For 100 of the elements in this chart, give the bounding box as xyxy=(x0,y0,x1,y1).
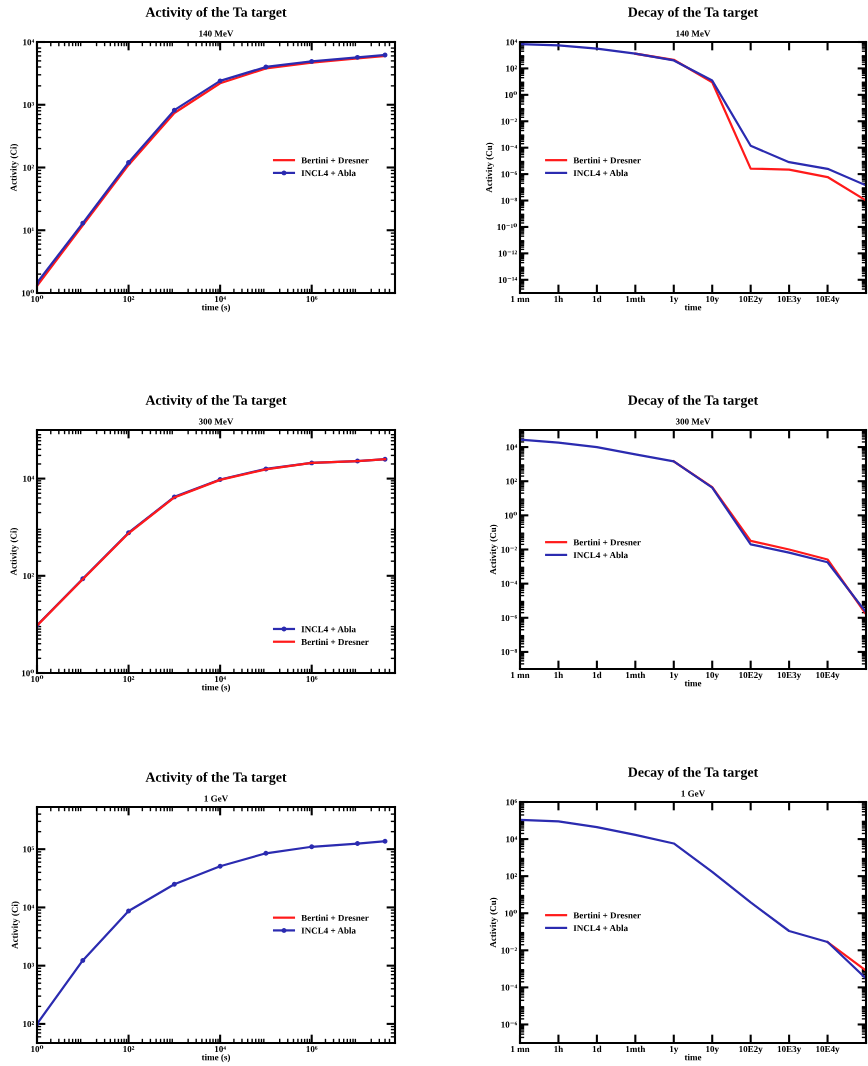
y-tick-label: 10⁻⁴ xyxy=(501,984,518,991)
y-tick-label: 10⁴ xyxy=(506,444,518,451)
y-axis-title: Activity (Cu) xyxy=(489,524,498,575)
y-tick-label: 10⁻¹⁴ xyxy=(498,276,518,284)
x-tick-label: 10⁴ xyxy=(214,296,226,303)
y-tick-label: 10² xyxy=(23,1021,35,1028)
legend-label: Bertini + Dresner xyxy=(573,539,641,546)
legend-label: INCL4 + Abla xyxy=(573,924,628,932)
x-tick-label: 10y xyxy=(706,296,719,304)
chart-title: Activity of the Ta target xyxy=(145,771,287,785)
y-tick-label: 10⁻² xyxy=(501,118,518,125)
y-tick-label: 10⁻⁶ xyxy=(501,1021,518,1028)
x-tick-label: 1d xyxy=(592,1045,602,1053)
chart-title: Activity of the Ta target xyxy=(145,394,287,408)
y-tick-label: 10⁰ xyxy=(21,289,34,297)
y-tick-label: 10⁻¹⁰ xyxy=(497,223,517,231)
x-tick-label: 10E4y xyxy=(816,672,840,680)
x-tick-label: 10E2y xyxy=(739,1046,763,1054)
y-tick-label: 10⁻⁸ xyxy=(501,649,518,656)
x-tick-label: 10y xyxy=(706,672,719,680)
x-tick-label: 10E2y xyxy=(739,672,763,680)
chart-title: Decay of the Ta target xyxy=(628,766,759,780)
y-tick-label: 10² xyxy=(23,164,35,171)
x-axis-title: time xyxy=(684,303,702,311)
x-tick-label: 1 mn xyxy=(511,672,530,679)
legend-label: INCL4 + Abla xyxy=(301,625,356,633)
x-tick-label: 1mth xyxy=(626,295,646,303)
y-tick-label: 10⁰ xyxy=(504,909,517,917)
x-tick-label: 1 mn xyxy=(511,296,530,303)
y-tick-label: 10⁵ xyxy=(23,846,35,853)
x-tick-label: 10² xyxy=(123,1046,135,1053)
y-tick-label: 10² xyxy=(506,478,518,485)
chart-title: Activity of the Ta target xyxy=(145,6,287,20)
y-tick-label: 10⁰ xyxy=(504,511,517,519)
x-tick-label: 10⁶ xyxy=(306,296,318,303)
y-tick-label: 10² xyxy=(506,65,518,72)
chart-title: Decay of the Ta target xyxy=(628,394,759,408)
y-tick-label: 10⁻⁶ xyxy=(501,171,518,178)
x-tick-label: 1d xyxy=(592,295,602,303)
chart-subtitle: 300 MeV xyxy=(198,418,234,425)
y-tick-label: 10⁰ xyxy=(504,91,517,99)
y-tick-label: 10⁶ xyxy=(506,799,518,806)
y-tick-label: 10² xyxy=(23,572,35,580)
y-tick-label: 10¹ xyxy=(23,227,34,234)
chart-subtitle: 140 MeV xyxy=(676,30,711,37)
legend-label: Bertini + Dresner xyxy=(301,638,369,645)
y-tick-label: 10⁻² xyxy=(501,947,518,954)
x-tick-label: 10⁶ xyxy=(306,676,318,683)
x-tick-label: 10⁴ xyxy=(214,1046,226,1053)
y-tick-label: 10⁻⁶ xyxy=(501,614,518,622)
y-tick-label: 10⁴ xyxy=(23,904,35,911)
x-tick-label: 10E3y xyxy=(777,296,802,304)
chart-subtitle: 1 GeV xyxy=(204,795,229,802)
x-tick-label: 10E3y xyxy=(777,1046,802,1054)
x-axis-title: time (s) xyxy=(201,683,231,693)
x-tick-label: 1mth xyxy=(626,671,646,679)
y-axis-title: Activity (Ci) xyxy=(10,527,19,576)
x-tick-label: 10⁰ xyxy=(31,1045,44,1053)
y-axis-title: Activity (Ci) xyxy=(11,901,20,949)
legend-label: INCL4 + Abla xyxy=(573,169,628,177)
x-tick-label: 10⁰ xyxy=(31,295,44,303)
legend-label: INCL4 + Abla xyxy=(301,927,356,934)
x-tick-label: 10² xyxy=(123,676,135,683)
y-axis-title: Activity (Cu) xyxy=(489,897,498,948)
x-tick-label: 10E3y xyxy=(777,672,802,680)
x-tick-label: 10y xyxy=(706,1046,719,1054)
x-tick-label: 10⁴ xyxy=(214,676,226,683)
x-tick-label: 10⁰ xyxy=(31,675,44,683)
x-tick-label: 1h xyxy=(554,1045,564,1053)
y-tick-label: 10³ xyxy=(23,101,35,108)
chart-subtitle: 140 MeV xyxy=(199,30,234,37)
y-tick-label: 10⁴ xyxy=(23,475,35,482)
x-tick-label: 10² xyxy=(123,296,135,303)
x-tick-label: 10E4y xyxy=(816,296,840,304)
chart-title: Decay of the Ta target xyxy=(628,6,759,20)
x-tick-label: 1y xyxy=(669,1046,679,1054)
x-tick-label: 1y xyxy=(669,296,679,304)
x-tick-label: 10E2y xyxy=(739,296,763,304)
x-tick-label: 1 mn xyxy=(511,1046,530,1053)
legend-label: Bertini + Dresner xyxy=(301,914,369,921)
legend-label: INCL4 + Abla xyxy=(301,169,356,177)
chart-subtitle: 300 MeV xyxy=(675,418,711,425)
y-tick-label: 10⁴ xyxy=(23,39,35,46)
x-axis-title: time xyxy=(684,679,702,687)
x-tick-label: 10⁶ xyxy=(306,1046,318,1053)
legend-label: Bertini + Dresner xyxy=(573,912,641,919)
x-axis-title: time (s) xyxy=(201,303,231,313)
y-axis-title: Activity (Ci) xyxy=(10,143,19,192)
legend-label: Bertini + Dresner xyxy=(573,157,641,164)
chart-subtitle: 1 GeV xyxy=(681,790,706,797)
x-axis-title: time xyxy=(684,1053,702,1061)
x-tick-label: 1h xyxy=(554,671,564,679)
legend-label: Bertini + Dresner xyxy=(301,157,369,164)
x-axis-title: time (s) xyxy=(201,1053,231,1063)
x-tick-label: 1y xyxy=(669,672,679,680)
legend-label: INCL4 + Abla xyxy=(573,551,628,559)
x-tick-label: 10E4y xyxy=(816,1046,840,1054)
y-tick-label: 10³ xyxy=(23,962,35,969)
y-tick-label: 10⁻⁴ xyxy=(501,580,518,587)
y-tick-label: 10⁻⁸ xyxy=(501,197,518,204)
